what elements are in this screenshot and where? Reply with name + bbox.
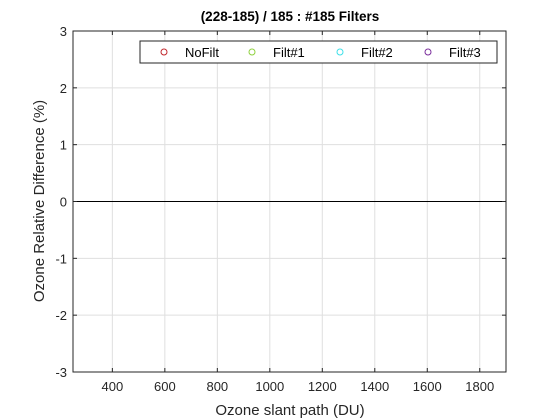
x-tick-label: 1600 (413, 379, 442, 394)
x-tick-label: 800 (206, 379, 228, 394)
y-tick-label: -2 (55, 308, 67, 323)
y-tick-label: 0 (60, 195, 67, 210)
y-tick-label: 1 (60, 138, 67, 153)
y-tick-label: 3 (60, 24, 67, 39)
legend-marker (424, 48, 432, 56)
x-tick-label: 1800 (465, 379, 494, 394)
axis-ticks (73, 30, 506, 373)
legend-label: Filt#2 (361, 45, 393, 60)
legend: NoFilt Filt#1 Filt#2 Filt#3 (139, 40, 498, 64)
legend-marker (336, 48, 344, 56)
legend-item: Filt#1 (248, 45, 305, 60)
x-tick-label: 1000 (255, 379, 284, 394)
legend-marker (248, 48, 256, 56)
y-axis-label: Ozone Relative Difference (%) (31, 100, 48, 302)
legend-item: Filt#3 (424, 45, 481, 60)
x-tick-label: 400 (102, 379, 124, 394)
y-tick-label: -3 (55, 365, 67, 380)
legend-item: Filt#2 (336, 45, 393, 60)
x-tick-label: 1400 (360, 379, 389, 394)
y-tick-label: 2 (60, 81, 67, 96)
legend-box (139, 40, 498, 64)
legend-label: Filt#1 (273, 45, 305, 60)
x-tick-labels: 400 600 800 1000 1200 1400 1600 1800 (102, 379, 495, 394)
y-tick-labels: -3 -2 -1 0 1 2 3 (55, 24, 67, 380)
legend-marker (160, 48, 168, 56)
legend-item: NoFilt (160, 45, 219, 60)
x-axis-label: Ozone slant path (DU) (215, 402, 364, 419)
chart-title: (228-185) / 185 : #185 Filters (201, 9, 380, 24)
x-tick-label: 1200 (308, 379, 337, 394)
legend-label: NoFilt (185, 45, 219, 60)
legend-label: Filt#3 (449, 45, 481, 60)
y-tick-label: -1 (55, 251, 67, 266)
x-tick-label: 600 (154, 379, 176, 394)
